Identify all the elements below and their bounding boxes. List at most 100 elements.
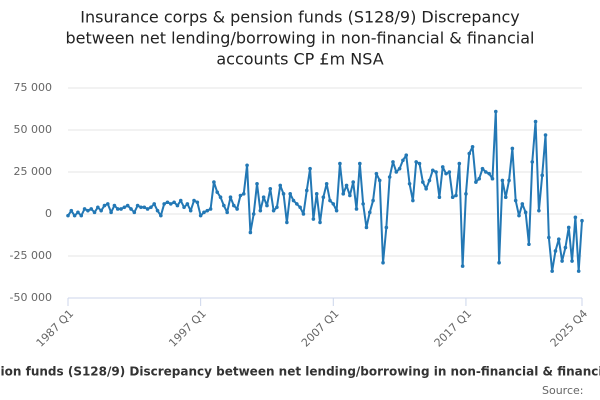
data-point [540, 173, 545, 178]
y-tick-label: 75 000 [14, 81, 53, 94]
data-point [563, 245, 568, 250]
data-point [394, 170, 399, 174]
data-point [311, 217, 316, 221]
data-point [414, 160, 418, 164]
data-point [490, 176, 495, 181]
data-point [76, 210, 80, 215]
data-point [72, 213, 77, 218]
data-point [421, 180, 425, 184]
data-point [285, 220, 289, 225]
data-point [427, 178, 432, 183]
y-tick-label: -25 000 [10, 249, 52, 262]
data-point [192, 198, 196, 203]
data-point [198, 213, 203, 218]
data-point [454, 193, 458, 198]
data-point [543, 133, 548, 137]
data-point [387, 175, 392, 179]
data-point [122, 205, 127, 210]
data-point [169, 202, 173, 206]
data-point [497, 260, 501, 265]
data-point [265, 203, 269, 208]
data-point [480, 166, 485, 171]
data-point [507, 178, 511, 183]
legend-label: Insurance corps & pension funds (S128/9)… [0, 365, 600, 379]
data-point [238, 193, 243, 198]
data-point [135, 203, 140, 208]
y-tick-label: 50 000 [14, 123, 53, 136]
data-point [493, 109, 498, 114]
x-tick-label: 2017 Q1 [432, 307, 475, 350]
data-point [125, 203, 130, 208]
data-point [159, 213, 163, 218]
data-point [314, 192, 319, 196]
data-point [112, 203, 117, 208]
data-point [89, 207, 94, 211]
data-point [374, 171, 379, 176]
data-point [142, 205, 147, 210]
data-point [218, 195, 223, 199]
data-point [520, 202, 525, 206]
data-point [417, 161, 422, 166]
data-point [145, 207, 150, 211]
data-point [102, 203, 107, 208]
data-point [149, 205, 153, 210]
data-point [437, 195, 442, 199]
data-point [503, 195, 508, 199]
data-point [304, 188, 309, 193]
data-point [96, 205, 100, 210]
data-point [324, 181, 329, 186]
data-point [447, 170, 452, 174]
y-tick-label: -50 000 [10, 291, 52, 304]
data-point [278, 183, 283, 188]
data-point [318, 220, 322, 225]
data-point [560, 259, 564, 263]
data-point [460, 264, 465, 268]
data-point [205, 208, 210, 213]
x-tick-label: 1997 Q1 [166, 307, 209, 350]
data-point [328, 198, 332, 203]
data-point [411, 198, 415, 203]
data-point [115, 207, 120, 211]
data-point [281, 192, 286, 196]
data-point [367, 210, 372, 215]
data-point [66, 213, 70, 218]
data-point [467, 151, 472, 156]
data-point [570, 259, 574, 263]
data-point [404, 153, 409, 157]
data-point [288, 192, 292, 196]
data-point [155, 208, 160, 213]
data-point [533, 119, 538, 124]
data-point [364, 225, 369, 230]
data-point [99, 208, 103, 213]
data-point [271, 208, 276, 213]
y-tick-label: 25 000 [14, 165, 53, 178]
data-point [338, 161, 342, 166]
data-point [275, 205, 279, 210]
data-point [351, 180, 355, 184]
data-point [440, 165, 445, 169]
data-point [212, 180, 216, 184]
data-point [321, 195, 326, 199]
data-point [119, 207, 123, 211]
x-tick-label: 1987 Q1 [34, 307, 77, 350]
data-point [576, 269, 581, 273]
data-point [232, 203, 236, 208]
data-point [500, 178, 505, 183]
title-line: Insurance corps & pension funds (S128/9)… [80, 8, 520, 27]
data-point [235, 207, 239, 211]
data-point [430, 168, 435, 173]
data-point [182, 205, 186, 210]
data-point [537, 208, 541, 213]
data-point [258, 208, 263, 213]
data-point [401, 158, 405, 163]
data-point [255, 181, 259, 186]
data-point [354, 207, 359, 211]
data-point [527, 242, 531, 247]
data-point [222, 203, 226, 208]
data-point [556, 237, 561, 241]
data-point [225, 210, 229, 215]
data-point [308, 166, 312, 171]
data-point [334, 208, 339, 213]
data-point [510, 146, 515, 151]
